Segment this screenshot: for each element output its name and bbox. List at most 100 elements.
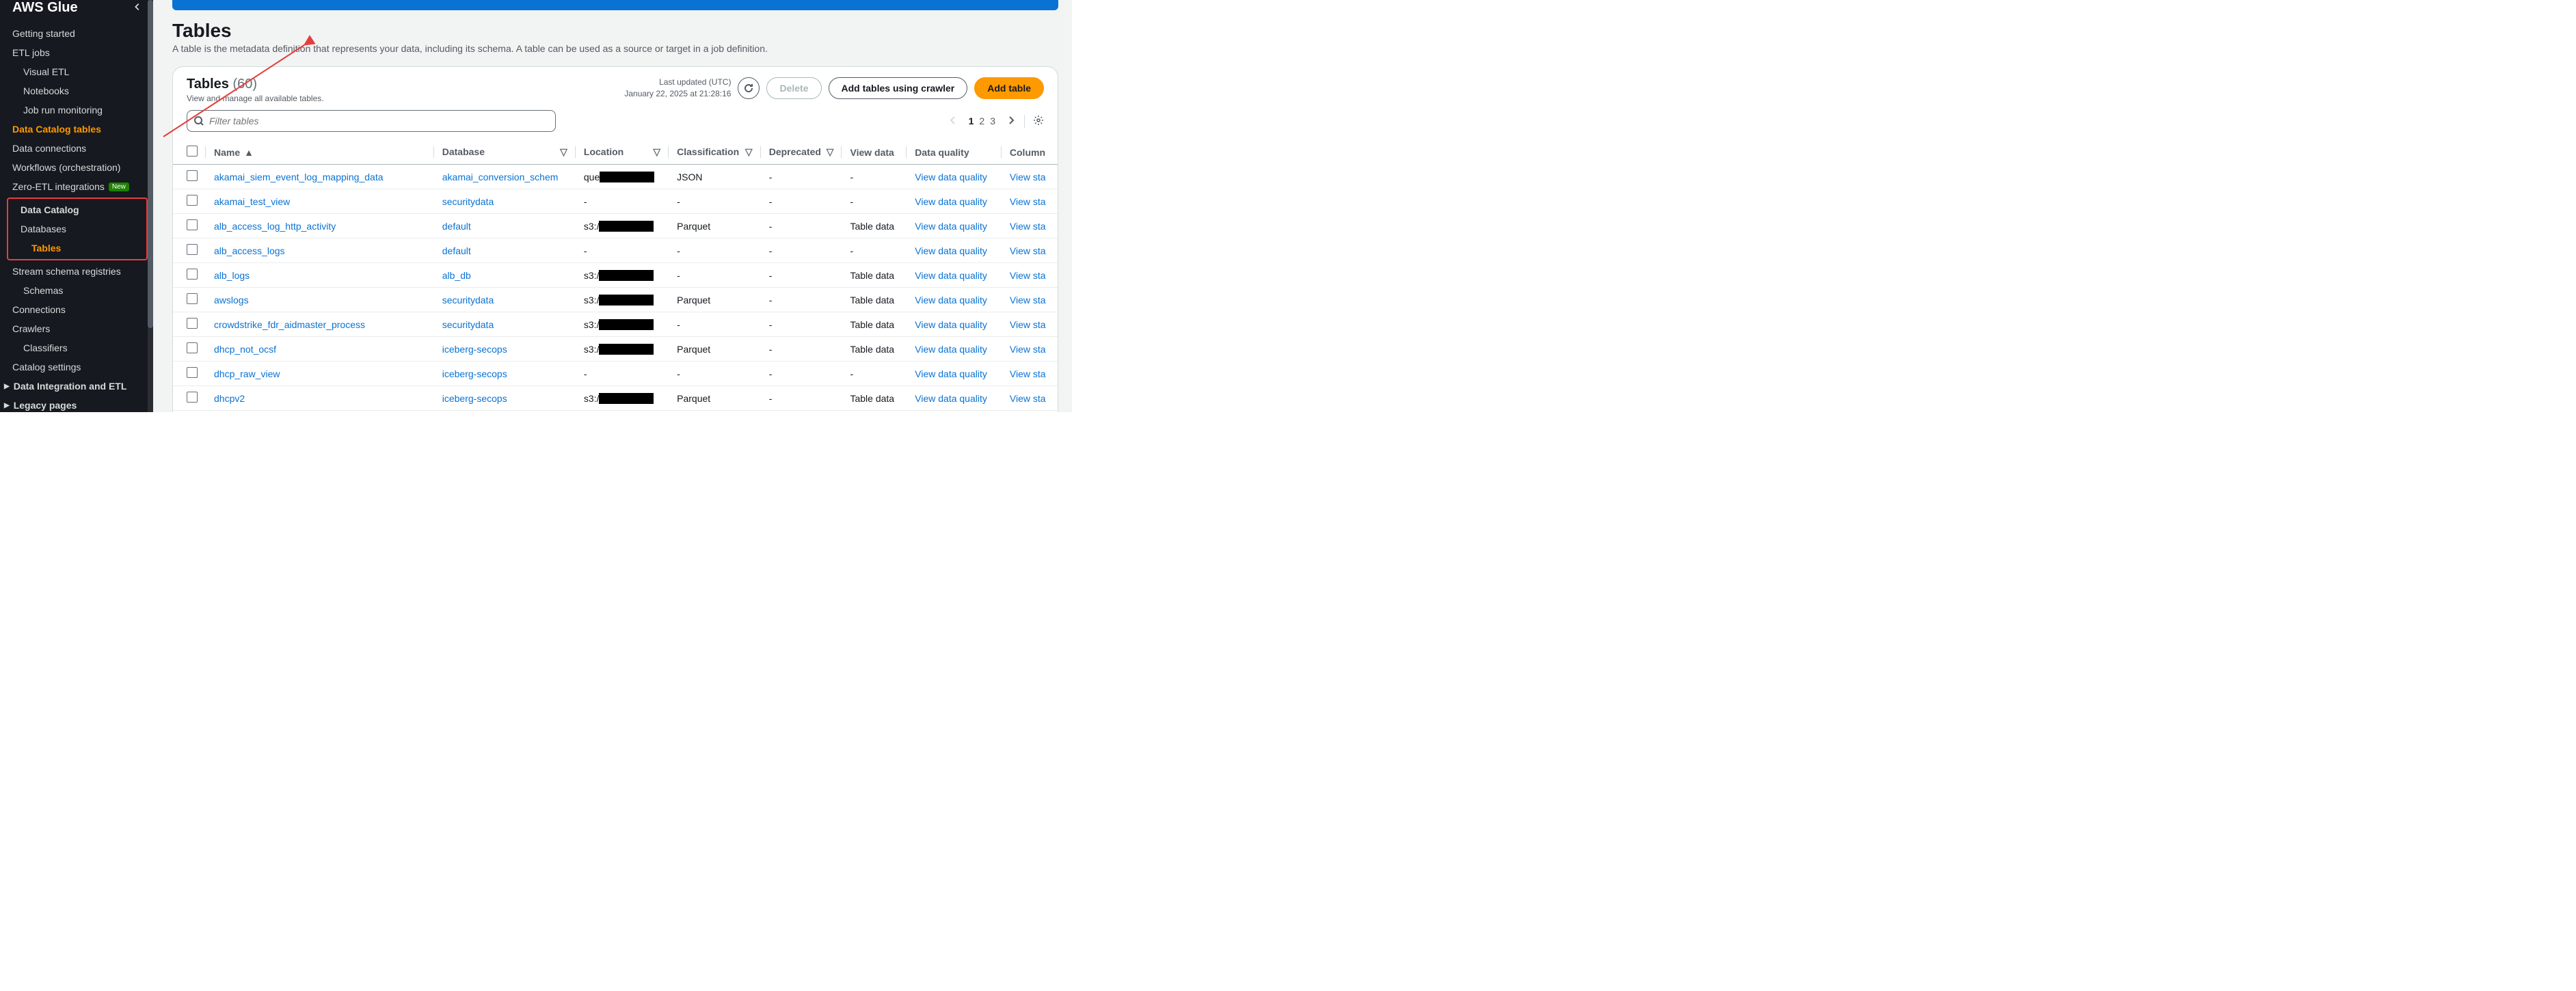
- col-deprecated[interactable]: Deprecated▽: [761, 140, 842, 165]
- column-stats-link[interactable]: View sta: [1002, 386, 1058, 411]
- column-stats-link[interactable]: View sta: [1002, 189, 1058, 214]
- sidebar-section-expandable[interactable]: ▶Legacy pages: [0, 396, 153, 412]
- row-checkbox[interactable]: [187, 293, 198, 304]
- row-checkbox[interactable]: [187, 219, 198, 230]
- page-number[interactable]: 1: [966, 114, 977, 128]
- table-name-link[interactable]: dhcp_not_ocsf: [206, 337, 434, 362]
- sidebar-section-data-catalog[interactable]: Data Catalog: [8, 200, 146, 219]
- database-link[interactable]: securitydata: [434, 288, 576, 312]
- data-quality-link[interactable]: View data quality: [907, 411, 1002, 413]
- row-checkbox[interactable]: [187, 244, 198, 255]
- table-name-link[interactable]: akamai_siem_event_log_mapping_data: [206, 165, 434, 189]
- sidebar-scrollbar[interactable]: [148, 0, 153, 412]
- service-title[interactable]: AWS Glue: [12, 0, 133, 16]
- column-stats-link[interactable]: View sta: [1002, 337, 1058, 362]
- view-data-link[interactable]: Table data: [850, 295, 894, 306]
- add-tables-crawler-button[interactable]: Add tables using crawler: [829, 77, 968, 99]
- table-name-link[interactable]: alb_access_log_http_activity: [206, 214, 434, 239]
- page-number[interactable]: 3: [987, 114, 998, 128]
- table-settings-icon[interactable]: [1033, 115, 1044, 128]
- database-link[interactable]: securitydata: [434, 189, 576, 214]
- add-table-button[interactable]: Add table: [974, 77, 1044, 99]
- row-checkbox[interactable]: [187, 392, 198, 403]
- sidebar-item[interactable]: Crawlers: [0, 319, 153, 338]
- database-link[interactable]: default: [434, 239, 576, 263]
- view-data-link[interactable]: Table data: [850, 344, 894, 355]
- table-name-link[interactable]: edr_not_ocsf: [206, 411, 434, 413]
- sidebar-item[interactable]: Connections: [0, 300, 153, 319]
- column-stats-link[interactable]: View sta: [1002, 165, 1058, 189]
- sidebar-item[interactable]: Catalog settings: [0, 357, 153, 377]
- col-classification[interactable]: Classification▽: [669, 140, 761, 165]
- data-quality-link[interactable]: View data quality: [907, 362, 1002, 386]
- database-link[interactable]: iceberg-secops: [434, 386, 576, 411]
- sidebar-item[interactable]: Job run monitoring: [0, 100, 153, 120]
- filter-icon[interactable]: ▽: [745, 146, 753, 158]
- sidebar-item[interactable]: ETL jobs: [0, 43, 153, 62]
- refresh-button[interactable]: [738, 77, 760, 99]
- col-database[interactable]: Database▽: [434, 140, 576, 165]
- database-link[interactable]: iceberg-secops: [434, 337, 576, 362]
- view-data-link[interactable]: Table data: [850, 221, 894, 232]
- column-stats-link[interactable]: View sta: [1002, 288, 1058, 312]
- column-stats-link[interactable]: View sta: [1002, 239, 1058, 263]
- data-quality-link[interactable]: View data quality: [907, 263, 1002, 288]
- filter-icon[interactable]: ▽: [560, 146, 567, 158]
- col-name[interactable]: Name▲: [206, 140, 434, 165]
- view-data-link[interactable]: Table data: [850, 319, 894, 330]
- filter-icon[interactable]: ▽: [653, 146, 660, 158]
- table-name-link[interactable]: dhcp_raw_view: [206, 362, 434, 386]
- data-quality-link[interactable]: View data quality: [907, 288, 1002, 312]
- data-quality-link[interactable]: View data quality: [907, 386, 1002, 411]
- sidebar-item[interactable]: Visual ETL: [0, 62, 153, 81]
- view-data-link[interactable]: Table data: [850, 270, 894, 281]
- sidebar-item[interactable]: Schemas: [0, 281, 153, 300]
- column-stats-link[interactable]: View sta: [1002, 312, 1058, 337]
- data-quality-link[interactable]: View data quality: [907, 214, 1002, 239]
- sidebar-collapse-icon[interactable]: [133, 2, 142, 14]
- sidebar-item[interactable]: Notebooks: [0, 81, 153, 100]
- page-number[interactable]: 2: [976, 114, 987, 128]
- filter-icon[interactable]: ▽: [827, 146, 834, 158]
- table-name-link[interactable]: crowdstrike_fdr_aidmaster_process: [206, 312, 434, 337]
- table-name-link[interactable]: alb_logs: [206, 263, 434, 288]
- database-link[interactable]: akamai_conversion_schem: [434, 165, 576, 189]
- row-checkbox[interactable]: [187, 318, 198, 329]
- view-data-link[interactable]: Table data: [850, 393, 894, 404]
- column-stats-link[interactable]: View sta: [1002, 362, 1058, 386]
- data-quality-link[interactable]: View data quality: [907, 312, 1002, 337]
- data-quality-link[interactable]: View data quality: [907, 239, 1002, 263]
- sidebar-item[interactable]: Getting started: [0, 24, 153, 43]
- table-name-link[interactable]: dhcpv2: [206, 386, 434, 411]
- sidebar-item[interactable]: Classifiers: [0, 338, 153, 357]
- sidebar-item-databases[interactable]: Databases: [8, 219, 146, 239]
- column-stats-link[interactable]: View sta: [1002, 263, 1058, 288]
- sidebar-section-expandable[interactable]: ▶Data Integration and ETL: [0, 377, 153, 396]
- row-checkbox[interactable]: [187, 367, 198, 378]
- database-link[interactable]: alb_db: [434, 263, 576, 288]
- column-stats-link[interactable]: View sta: [1002, 411, 1058, 413]
- row-checkbox[interactable]: [187, 342, 198, 353]
- table-name-link[interactable]: alb_access_logs: [206, 239, 434, 263]
- sidebar-item[interactable]: Data Catalog tables: [0, 120, 153, 139]
- database-link[interactable]: default: [434, 214, 576, 239]
- data-quality-link[interactable]: View data quality: [907, 165, 1002, 189]
- sidebar-item-tables[interactable]: Tables: [8, 239, 146, 258]
- data-quality-link[interactable]: View data quality: [907, 337, 1002, 362]
- filter-tables-input[interactable]: [187, 110, 556, 132]
- database-link[interactable]: iceberg-secops: [434, 362, 576, 386]
- database-link[interactable]: iceberg-secops: [434, 411, 576, 413]
- data-quality-link[interactable]: View data quality: [907, 189, 1002, 214]
- col-location[interactable]: Location▽: [576, 140, 669, 165]
- table-name-link[interactable]: akamai_test_view: [206, 189, 434, 214]
- select-all-checkbox[interactable]: [187, 146, 198, 157]
- table-name-link[interactable]: awslogs: [206, 288, 434, 312]
- database-link[interactable]: securitydata: [434, 312, 576, 337]
- sidebar-item[interactable]: Zero-ETL integrationsNew: [0, 177, 153, 196]
- row-checkbox[interactable]: [187, 269, 198, 280]
- sidebar-item[interactable]: Data connections: [0, 139, 153, 158]
- row-checkbox[interactable]: [187, 195, 198, 206]
- sidebar-item[interactable]: Stream schema registries: [0, 262, 153, 281]
- sidebar-item[interactable]: Workflows (orchestration): [0, 158, 153, 177]
- column-stats-link[interactable]: View sta: [1002, 214, 1058, 239]
